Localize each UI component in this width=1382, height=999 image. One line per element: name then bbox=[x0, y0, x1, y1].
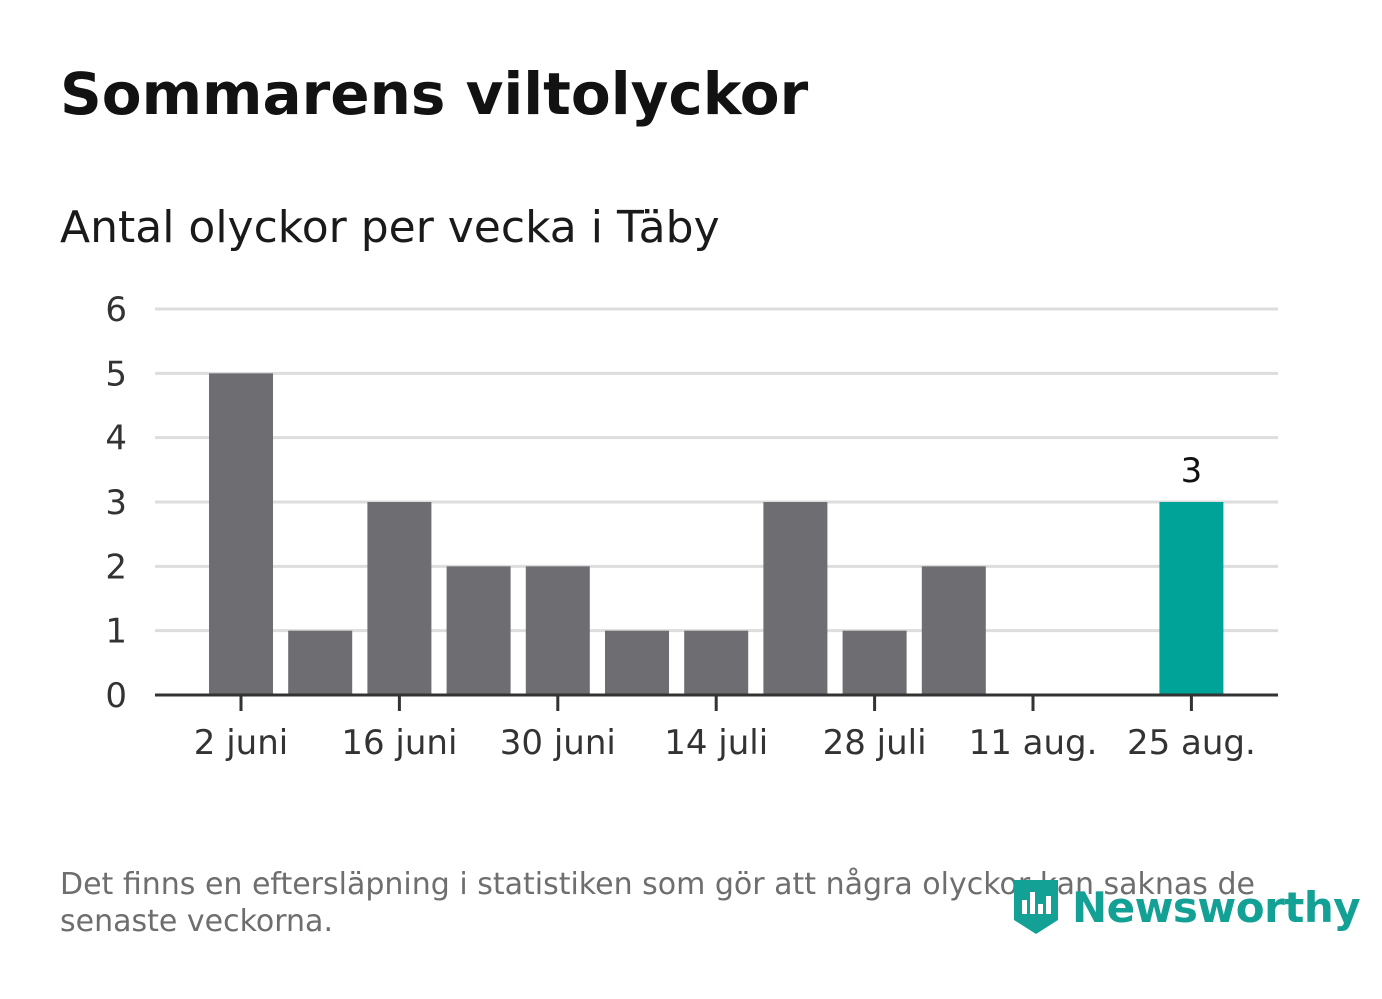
y-tick-label: 4 bbox=[105, 419, 127, 459]
x-tick-label: 14 juli bbox=[664, 723, 768, 763]
x-tick-label: 25 aug. bbox=[1127, 723, 1256, 763]
bar bbox=[525, 566, 590, 695]
y-tick-label: 0 bbox=[105, 676, 127, 716]
x-tick-label: 30 juni bbox=[500, 723, 616, 763]
bar bbox=[605, 630, 669, 695]
y-tick-label: 5 bbox=[105, 354, 127, 394]
bar bbox=[763, 502, 828, 695]
bar bbox=[842, 630, 907, 695]
chart-title: Sommarens viltolyckor bbox=[60, 60, 809, 128]
newsworthy-logo-text: Newsworthy bbox=[1072, 882, 1361, 932]
bar bbox=[684, 630, 749, 695]
bar bbox=[209, 373, 273, 695]
bar-chart: 0 1 2 3 4 5 6 3 2 juni 16 juni 30 juni 14 juli 28 ju… bbox=[105, 290, 1278, 763]
y-tick-label: 2 bbox=[105, 547, 127, 587]
bar bbox=[921, 566, 986, 695]
bar bbox=[367, 502, 432, 695]
y-tick-label: 6 bbox=[105, 290, 127, 330]
x-tick-label: 28 juli bbox=[823, 723, 927, 763]
bar bbox=[446, 566, 511, 695]
x-tick-label: 11 aug. bbox=[969, 723, 1098, 763]
x-tick-label: 2 juni bbox=[194, 723, 288, 763]
newsworthy-logo: Newsworthy bbox=[1010, 876, 1361, 938]
chart-subtitle: Antal olyckor per vecka i Täby bbox=[60, 202, 720, 253]
y-tick-label: 1 bbox=[105, 612, 127, 652]
bar bbox=[288, 630, 353, 695]
data-label: 3 bbox=[1181, 451, 1203, 491]
bar bbox=[1159, 502, 1224, 695]
y-tick-label: 3 bbox=[105, 483, 127, 523]
x-tick-label: 16 juni bbox=[341, 723, 457, 763]
newsworthy-logo-icon bbox=[1014, 880, 1058, 934]
